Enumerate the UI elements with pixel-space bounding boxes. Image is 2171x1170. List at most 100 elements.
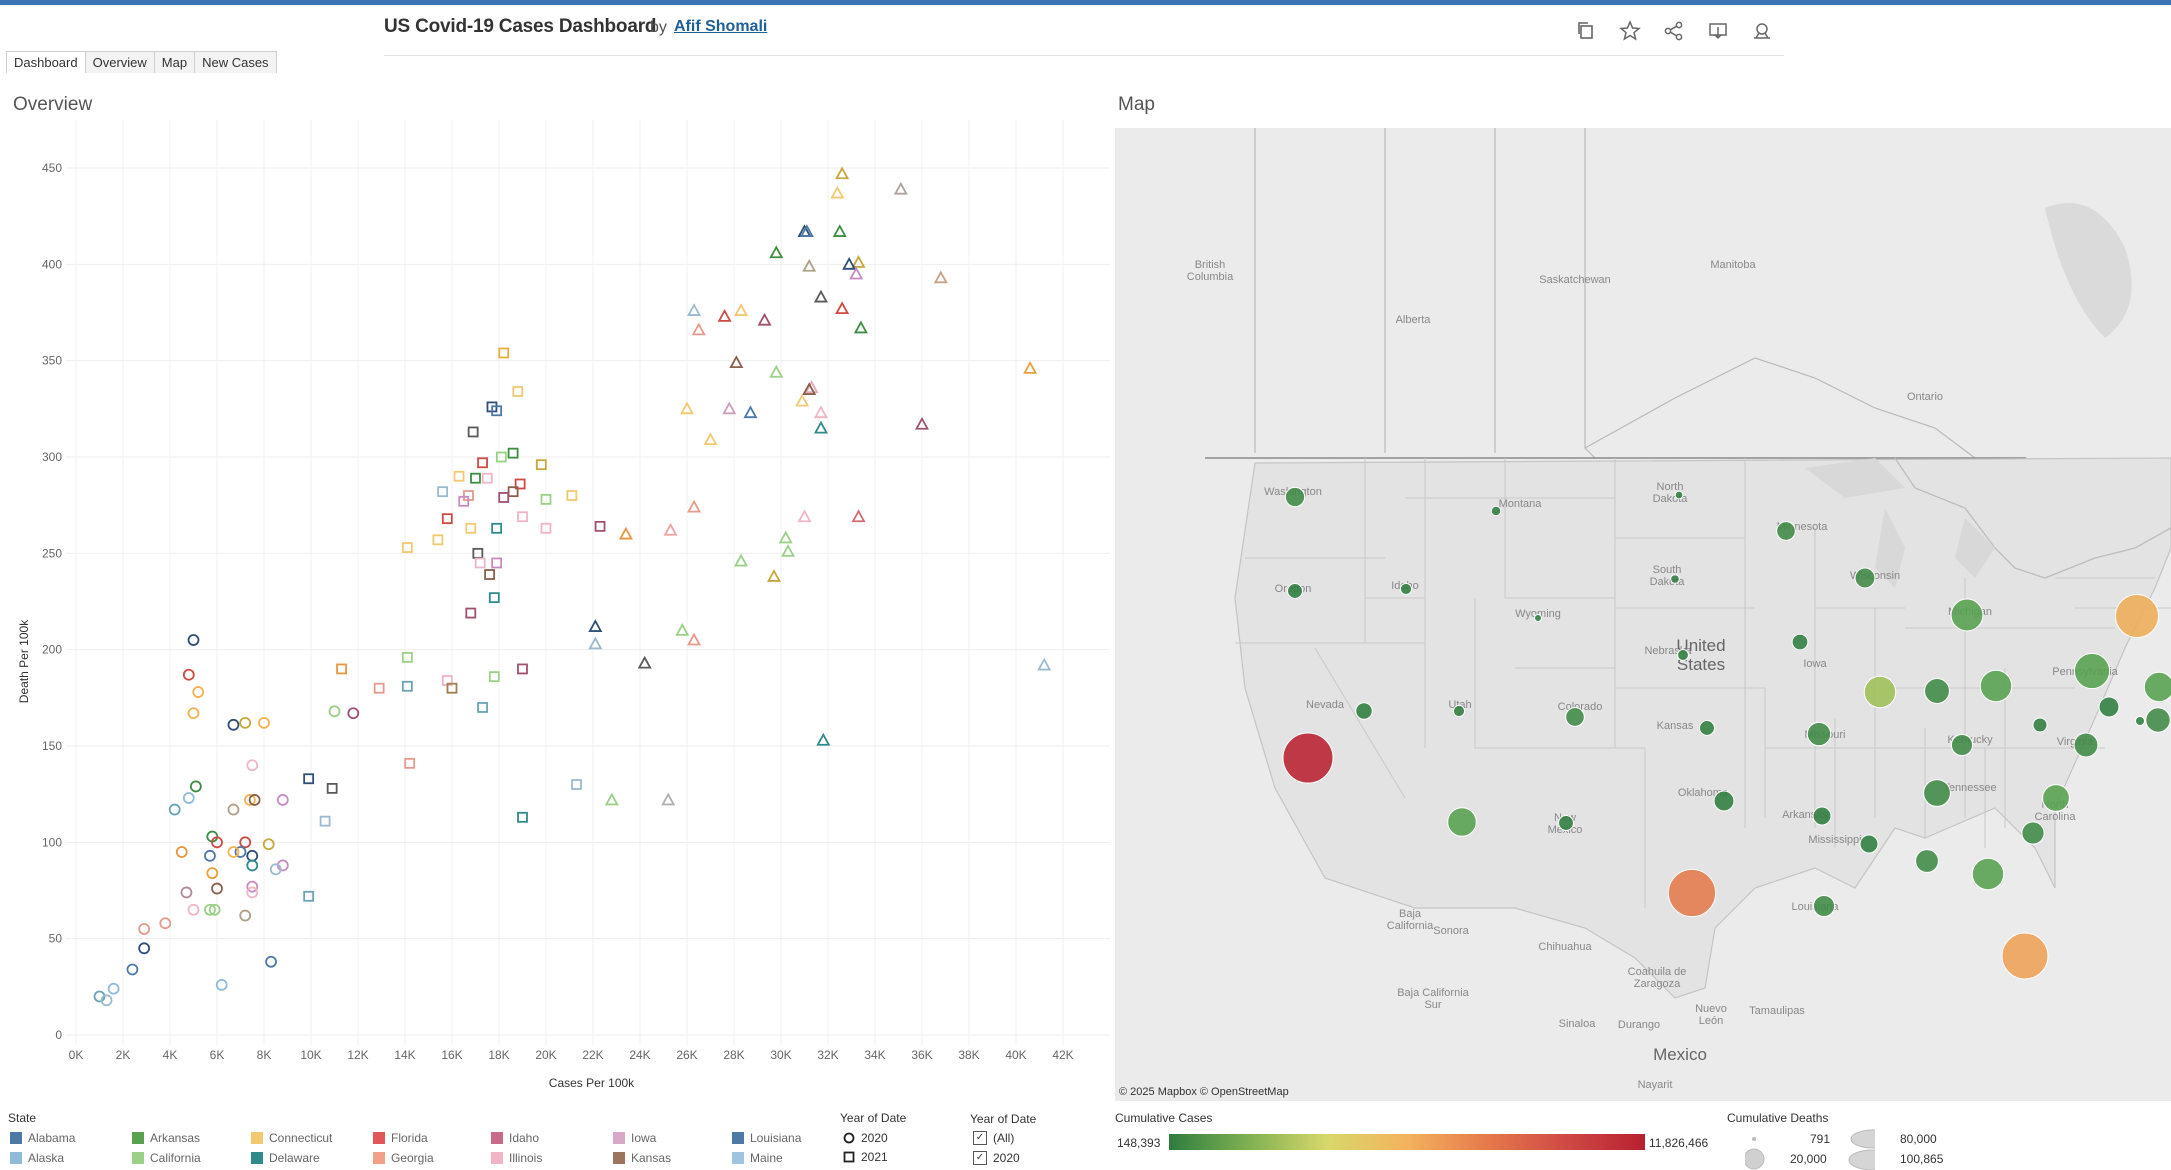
data-point[interactable] <box>328 705 341 718</box>
data-point[interactable] <box>246 880 259 893</box>
data-point[interactable] <box>488 671 500 683</box>
data-point[interactable] <box>540 493 552 505</box>
state-bubble[interactable] <box>1915 849 1939 873</box>
data-point[interactable] <box>474 557 486 569</box>
data-point[interactable] <box>588 619 603 632</box>
data-point[interactable] <box>373 682 385 694</box>
data-point[interactable] <box>835 301 850 315</box>
state-bubble[interactable] <box>1812 894 1836 918</box>
data-point[interactable] <box>813 289 828 303</box>
state-bubble[interactable] <box>2021 821 2045 845</box>
data-point[interactable] <box>734 303 749 316</box>
checkbox-checked-icon[interactable]: ✓ <box>973 1151 987 1165</box>
state-bubble[interactable] <box>1490 505 1502 517</box>
data-point[interactable] <box>187 903 200 916</box>
state-bubble[interactable] <box>1854 567 1876 589</box>
data-point[interactable] <box>514 478 526 490</box>
data-point[interactable] <box>336 663 347 675</box>
state-bubble[interactable] <box>1287 583 1303 599</box>
data-point[interactable] <box>465 522 477 534</box>
checkbox-checked-icon[interactable]: ✓ <box>973 1131 987 1145</box>
data-point[interactable] <box>303 890 315 902</box>
state-bubble[interactable] <box>1452 704 1466 718</box>
data-point[interactable] <box>842 256 857 270</box>
overview-scatter-chart[interactable]: 0 50 100 150 200 250 300 350 400 450 0K 2K 4K 6K 8K 10K… <box>0 120 1112 1100</box>
copy-icon[interactable] <box>1574 19 1598 43</box>
state-bubble[interactable] <box>1979 669 2013 703</box>
data-point[interactable] <box>477 702 488 713</box>
state-bubble[interactable] <box>1924 678 1950 704</box>
data-point[interactable] <box>227 803 240 816</box>
data-point[interactable] <box>258 716 270 729</box>
data-point[interactable] <box>182 668 195 681</box>
state-legend-item[interactable]: California <box>132 1151 201 1165</box>
map-canvas[interactable]: British Columbia Alberta Saskatchewan Manito… <box>1115 128 2171 1101</box>
data-point[interactable] <box>517 663 528 675</box>
data-point[interactable] <box>722 401 737 415</box>
data-point[interactable] <box>491 557 503 569</box>
tab-map[interactable]: Map <box>153 51 196 73</box>
data-point[interactable] <box>512 386 524 397</box>
state-legend-item[interactable]: Louisiana <box>732 1131 801 1145</box>
download-icon[interactable] <box>1706 19 1730 43</box>
state-bubble[interactable] <box>1565 707 1585 727</box>
data-point[interactable] <box>465 607 477 619</box>
data-point[interactable] <box>227 718 240 731</box>
state-bubble[interactable] <box>2145 707 2171 733</box>
data-point[interactable] <box>588 636 603 650</box>
data-point[interactable] <box>481 472 493 484</box>
data-point[interactable] <box>835 166 850 180</box>
state-bubble[interactable] <box>1447 807 1477 837</box>
state-bubble[interactable] <box>1282 732 1334 784</box>
data-point[interactable] <box>717 308 732 322</box>
state-bubble[interactable] <box>2143 671 2171 703</box>
data-point[interactable] <box>488 592 500 604</box>
data-point[interactable] <box>347 707 360 720</box>
data-point[interactable] <box>802 382 817 395</box>
data-point[interactable] <box>795 393 810 407</box>
data-point[interactable] <box>192 686 205 698</box>
data-point[interactable] <box>729 355 744 368</box>
state-bubble[interactable] <box>1558 815 1574 831</box>
data-point[interactable] <box>484 569 496 580</box>
data-point[interactable] <box>851 255 866 268</box>
data-point[interactable] <box>781 544 796 557</box>
data-point[interactable] <box>458 495 470 507</box>
data-point[interactable] <box>180 886 193 899</box>
data-point[interactable] <box>604 792 619 806</box>
state-bubble[interactable] <box>2032 717 2048 733</box>
fullscreen-icon[interactable] <box>1750 19 1774 43</box>
state-legend-item[interactable]: Alaska <box>10 1151 64 1165</box>
state-bubble[interactable] <box>1950 733 1974 757</box>
state-bubble[interactable] <box>1713 790 1735 812</box>
data-point[interactable] <box>802 258 817 272</box>
data-point[interactable] <box>401 542 413 553</box>
data-point[interactable] <box>517 811 528 823</box>
data-point[interactable] <box>594 520 606 532</box>
data-point[interactable] <box>215 979 228 991</box>
data-point[interactable] <box>679 401 695 415</box>
state-bubble[interactable] <box>1667 868 1717 918</box>
data-point[interactable] <box>401 651 413 663</box>
data-point[interactable] <box>467 426 479 438</box>
data-point[interactable] <box>437 486 449 498</box>
data-point[interactable] <box>778 530 793 544</box>
data-point[interactable] <box>243 794 256 806</box>
data-point[interactable] <box>234 846 247 858</box>
data-point[interactable] <box>566 490 578 501</box>
state-bubble[interactable] <box>2073 652 2111 690</box>
data-point[interactable] <box>159 917 172 930</box>
data-point[interactable] <box>446 682 458 694</box>
data-point[interactable] <box>540 522 552 534</box>
state-bubble[interactable] <box>1971 857 2005 891</box>
data-point[interactable] <box>175 846 188 858</box>
data-point[interactable] <box>637 655 652 669</box>
data-point[interactable] <box>404 757 416 769</box>
state-bubble[interactable] <box>2134 715 2146 727</box>
data-point[interactable] <box>470 472 481 484</box>
data-point[interactable] <box>276 794 289 806</box>
data-point[interactable] <box>498 347 510 359</box>
state-bubble[interactable] <box>1284 486 1306 508</box>
data-point[interactable] <box>853 320 868 334</box>
data-point[interactable] <box>204 903 216 916</box>
